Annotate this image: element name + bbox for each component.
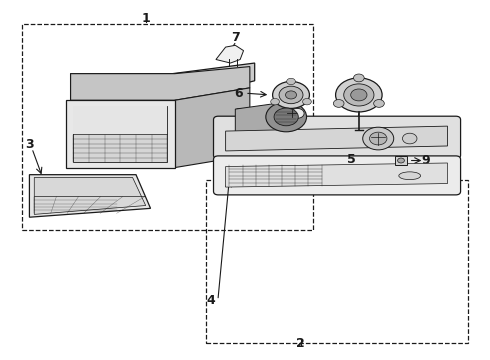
Circle shape (353, 74, 364, 82)
Circle shape (402, 133, 417, 144)
Circle shape (369, 132, 387, 145)
Circle shape (374, 100, 384, 107)
Polygon shape (71, 63, 255, 102)
Circle shape (333, 100, 344, 107)
Circle shape (291, 108, 304, 118)
Polygon shape (235, 102, 286, 138)
Bar (22, 24, 313, 230)
Polygon shape (66, 100, 175, 168)
Text: 1: 1 (141, 12, 150, 24)
Circle shape (363, 127, 394, 150)
FancyBboxPatch shape (214, 156, 461, 195)
Text: 2: 2 (296, 337, 305, 350)
Circle shape (343, 84, 374, 106)
Circle shape (287, 78, 295, 85)
Circle shape (266, 102, 307, 132)
Circle shape (286, 91, 296, 99)
Polygon shape (29, 175, 150, 217)
Circle shape (279, 86, 303, 104)
Polygon shape (219, 123, 453, 153)
Ellipse shape (399, 172, 420, 180)
Polygon shape (216, 45, 244, 63)
Text: 8: 8 (234, 107, 243, 120)
Circle shape (272, 81, 309, 108)
Circle shape (351, 89, 367, 101)
Circle shape (274, 108, 298, 126)
Polygon shape (71, 67, 250, 100)
FancyBboxPatch shape (214, 116, 461, 159)
Circle shape (270, 99, 279, 105)
Polygon shape (73, 105, 168, 134)
Polygon shape (175, 88, 250, 168)
Text: 5: 5 (347, 153, 356, 166)
Polygon shape (34, 177, 146, 215)
Text: 7: 7 (231, 31, 240, 44)
Bar (395, 156, 407, 165)
Circle shape (336, 78, 382, 112)
Text: 4: 4 (207, 294, 216, 307)
Circle shape (303, 99, 311, 105)
Circle shape (397, 158, 404, 163)
Polygon shape (225, 163, 447, 187)
Bar (206, 180, 468, 343)
Polygon shape (71, 102, 172, 164)
Text: 6: 6 (234, 87, 243, 100)
Polygon shape (73, 105, 168, 162)
Text: 3: 3 (25, 138, 34, 151)
Text: 9: 9 (422, 154, 430, 167)
Polygon shape (225, 126, 447, 151)
